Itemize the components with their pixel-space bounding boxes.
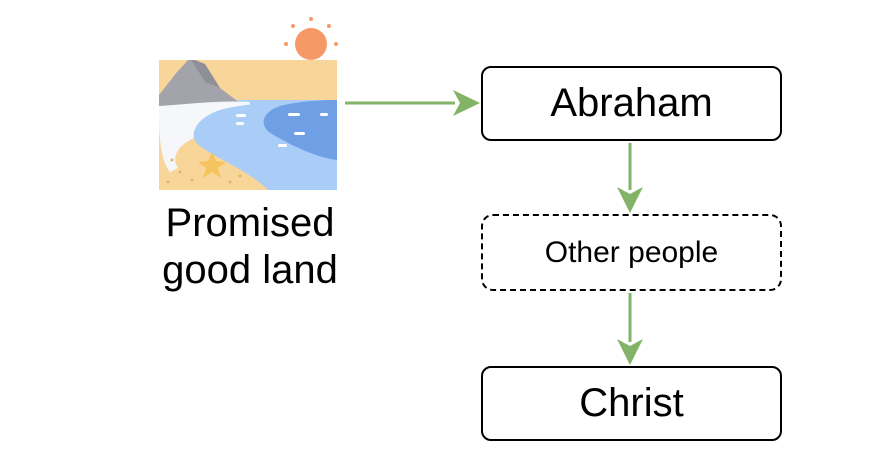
node-abraham: Abraham (481, 66, 782, 141)
arrow-other-people-to-christ (617, 293, 643, 365)
arrow-land-to-abraham (345, 90, 480, 116)
land-label: Promised good land (162, 201, 338, 292)
node-christ-label: Christ (579, 381, 684, 425)
node-christ: Christ (481, 366, 782, 441)
node-other-people: Other people (481, 214, 782, 291)
node-other-people-label: Other people (544, 235, 719, 269)
node-abraham-label: Abraham (550, 81, 713, 125)
beach-landscape-icon (159, 60, 337, 190)
arrow-abraham-to-other-people (617, 143, 643, 213)
